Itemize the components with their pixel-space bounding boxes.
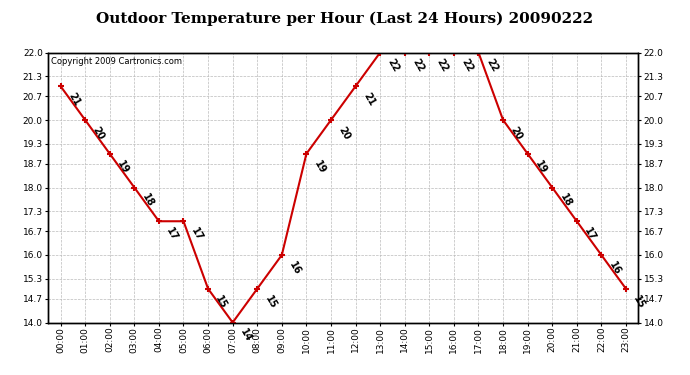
Text: 21: 21 [66,91,81,108]
Text: 15: 15 [631,294,647,310]
Text: 22: 22 [484,57,500,74]
Text: 19: 19 [115,159,130,175]
Text: 22: 22 [435,57,451,74]
Text: 22: 22 [411,57,426,74]
Text: Outdoor Temperature per Hour (Last 24 Hours) 20090222: Outdoor Temperature per Hour (Last 24 Ho… [97,11,593,26]
Text: 15: 15 [263,294,278,310]
Text: 20: 20 [509,125,524,141]
Text: 16: 16 [607,260,622,276]
Text: 17: 17 [164,226,180,243]
Text: 18: 18 [558,192,573,209]
Text: 19: 19 [533,159,549,175]
Text: 19: 19 [312,159,327,175]
Text: 15: 15 [214,294,229,310]
Text: 17: 17 [582,226,598,243]
Text: 21: 21 [361,91,377,108]
Text: 16: 16 [287,260,303,276]
Text: 22: 22 [386,57,401,74]
Text: 22: 22 [460,57,475,74]
Text: 18: 18 [140,192,155,209]
Text: 20: 20 [337,125,352,141]
Text: 17: 17 [189,226,204,243]
Text: Copyright 2009 Cartronics.com: Copyright 2009 Cartronics.com [51,57,182,66]
Text: 14: 14 [238,327,254,344]
Text: 20: 20 [90,125,106,141]
